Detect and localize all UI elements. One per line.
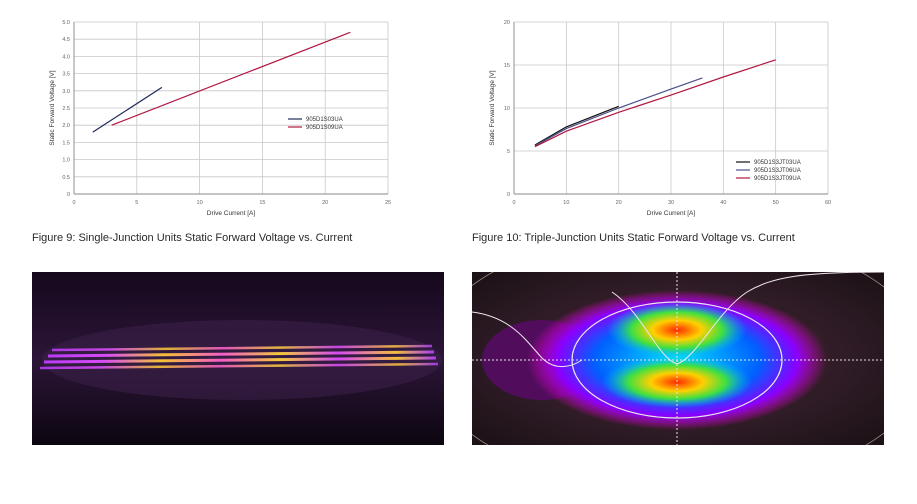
chart-single-junction-voltage: 0 0.5 1.0 1.5 2.0 2.5 3.0 3.5 4.0 4.5 5.0 0 5 10 15 20 2… <box>49 20 391 217</box>
x-tick-label: 10 <box>197 200 203 206</box>
x-tick-label: 40 <box>720 200 726 206</box>
legend-label: 905D1S09UA <box>306 125 343 131</box>
y-tick-label: 10 <box>504 106 510 112</box>
y-tick-label: 3.5 <box>62 72 70 78</box>
y-tick-label: 0 <box>507 192 510 198</box>
legend-label: 905D1S03UA <box>306 117 343 123</box>
near-field-scan-image <box>32 272 444 445</box>
x-tick-label: 25 <box>385 200 391 206</box>
y-axis-label: Static Forward Voltage [V] <box>489 70 496 145</box>
x-tick-label: 20 <box>616 200 622 206</box>
x-tick-label: 50 <box>773 200 779 206</box>
y-tick-label: 1.0 <box>62 158 70 164</box>
legend-label: 905D1S3JT09UA <box>754 176 801 182</box>
chart-triple-junction-voltage: 0 5 10 15 20 0 10 20 30 40 50 60 Drive Current [A] St… <box>489 20 831 217</box>
far-field-scan-image <box>472 272 884 445</box>
x-tick-label: 0 <box>72 200 75 206</box>
y-tick-label: 2.0 <box>62 123 70 129</box>
series-line-905d1s3jt03ua <box>534 105 619 146</box>
y-tick-label: 0 <box>67 192 70 198</box>
y-tick-label: 3.0 <box>62 89 70 95</box>
y-tick-label: 0.5 <box>62 175 70 181</box>
y-tick-label: 2.5 <box>62 106 70 112</box>
x-axis-label: Drive Current [A] <box>207 210 256 217</box>
x-tick-label: 10 <box>563 200 569 206</box>
legend-label: 905D1S3JT03UA <box>754 160 801 166</box>
y-tick-label: 4.5 <box>62 37 70 43</box>
x-tick-label: 0 <box>512 200 515 206</box>
laser-stripe-3 <box>43 356 437 364</box>
x-tick-label: 5 <box>135 200 138 206</box>
series-line-905d1s03ua <box>92 86 163 133</box>
x-tick-label: 60 <box>825 200 831 206</box>
y-tick-label: 5 <box>507 149 510 155</box>
figure-10-caption: Figure 10: Triple-Junction Units Static … <box>472 232 795 244</box>
x-tick-label: 15 <box>259 200 265 206</box>
laser-stripe-4 <box>39 362 439 370</box>
figure-9-caption: Figure 9: Single-Junction Units Static F… <box>32 232 353 244</box>
y-tick-label: 1.5 <box>62 140 70 146</box>
y-axis-label: Static Forward Voltage [V] <box>49 70 56 145</box>
x-axis-label: Drive Current [A] <box>647 210 696 217</box>
x-tick-label: 20 <box>322 200 328 206</box>
x-tick-label: 30 <box>668 200 674 206</box>
series-line-905d1s09ua <box>111 31 351 126</box>
laser-stripe-1 <box>51 344 433 352</box>
y-tick-label: 4.0 <box>62 54 70 60</box>
legend-label: 905D1S3JT06UA <box>754 168 801 174</box>
y-tick-label: 15 <box>504 63 510 69</box>
laser-stripe-2 <box>47 350 435 358</box>
series-line-905d1s3jt09ua <box>534 59 776 148</box>
y-tick-label: 5.0 <box>62 20 70 26</box>
series-line-905d1s3jt06ua <box>534 77 703 147</box>
y-tick-label: 20 <box>504 20 510 26</box>
